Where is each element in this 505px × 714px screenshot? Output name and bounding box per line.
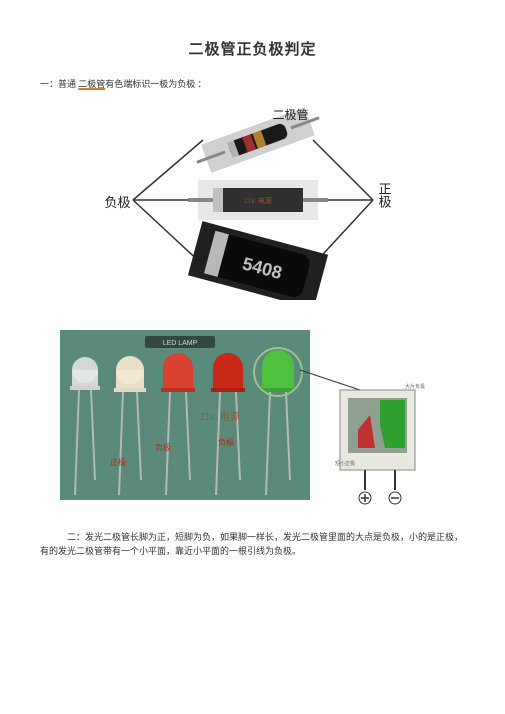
watermark-1: 21ic 电源 bbox=[244, 196, 272, 205]
fig1-label-cathode: 负极 bbox=[105, 192, 131, 211]
figure-2-svg: LED LAMP bbox=[60, 330, 430, 520]
watermark-2: 21ic 电源 bbox=[200, 410, 240, 423]
led-label-pos: 正极 bbox=[110, 457, 126, 467]
section-2-text: 二：发光二极管长脚为正，短脚为负，如果脚一样长，发光二极管里面的大点是负极，小的… bbox=[40, 530, 465, 559]
section-1-text: 一：普通 二极管有色端标识一极为负极 ： bbox=[40, 77, 465, 90]
s1-prefix: 一：普通 bbox=[40, 79, 78, 89]
figure-2-led-polarity: LED LAMP bbox=[60, 330, 430, 520]
diag-note-left: 短小正极 bbox=[335, 460, 355, 467]
led-label-neg2: 负极 bbox=[218, 437, 234, 447]
led-internal-diagram: 短小正极 大片负极 bbox=[335, 383, 425, 504]
diag-note-top: 大片负极 bbox=[405, 383, 425, 390]
s1-underlined: 二极管 bbox=[78, 79, 105, 89]
figure-1-diode-polarity: 21ic 电源 5408 二极管 负极 正极 bbox=[103, 100, 403, 300]
s1-suffix: 有色端标识一极为负极 ： bbox=[105, 79, 206, 89]
board-label: LED LAMP bbox=[163, 340, 198, 347]
fig1-label-diode: 二极管 bbox=[273, 106, 309, 123]
figure-1-svg: 21ic 电源 5408 bbox=[103, 100, 403, 300]
document-page: 二极管正负极判定 一：普通 二极管有色端标识一极为负极 ： bbox=[0, 0, 505, 714]
led-label-neg: 负极 bbox=[155, 442, 171, 452]
fig1-label-anode: 正极 bbox=[375, 182, 394, 208]
page-title: 二极管正负极判定 bbox=[40, 38, 465, 59]
